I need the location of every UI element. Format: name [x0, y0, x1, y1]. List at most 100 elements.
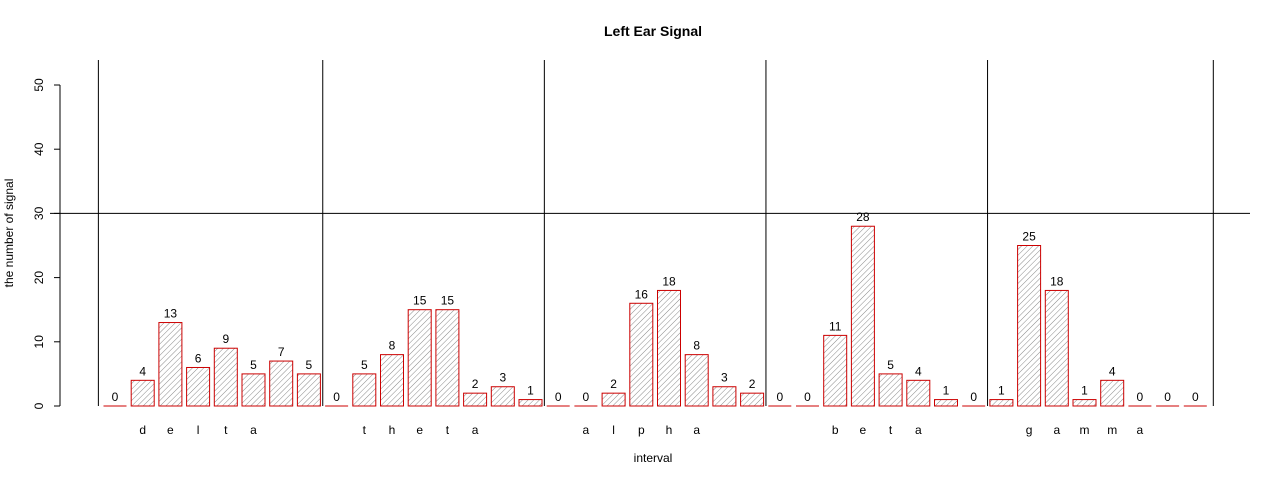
bar	[878, 373, 903, 407]
bar-value-label: 11	[829, 319, 842, 333]
bar	[684, 354, 709, 407]
y-tick-label: 50	[32, 78, 46, 92]
bar-value-label: 0	[333, 390, 340, 404]
bar	[158, 322, 183, 407]
bar-value-label: 25	[1022, 230, 1036, 244]
bar	[352, 373, 377, 407]
group-separators	[97, 60, 1214, 406]
bar	[823, 334, 848, 407]
category-letter: g	[1026, 423, 1033, 437]
bar	[740, 392, 765, 407]
category-letter: a	[693, 423, 700, 437]
bar	[435, 309, 460, 407]
bar-value-label: 2	[749, 377, 756, 391]
bar	[269, 360, 294, 407]
bar	[490, 386, 515, 407]
bar-value-label: 0	[555, 390, 562, 404]
bar	[850, 225, 875, 407]
y-tick-label: 0	[32, 402, 46, 409]
bar-value-label: 8	[389, 339, 396, 353]
category-letter: l	[612, 423, 615, 437]
category-letter: e	[860, 423, 867, 437]
bar-value-label: 3	[499, 371, 506, 385]
category-letter: h	[389, 423, 396, 437]
bar-value-label: 1	[1081, 384, 1088, 398]
bar	[130, 379, 155, 407]
category-letter: h	[666, 423, 673, 437]
y-tick-label: 30	[32, 206, 46, 220]
bar-value-label: 0	[583, 390, 590, 404]
bar-value-label: 18	[662, 274, 676, 288]
bar-value-label: 9	[222, 332, 229, 346]
bar	[601, 392, 626, 407]
category-letter: t	[889, 423, 893, 437]
y-axis-label: the number of signal	[2, 179, 16, 288]
category-letter: t	[446, 423, 450, 437]
y-tick-label: 20	[32, 271, 46, 285]
bar	[296, 373, 321, 407]
bar	[241, 373, 266, 407]
bar-value-label: 8	[693, 339, 700, 353]
bar	[712, 386, 737, 407]
bar-value-label: 28	[856, 210, 870, 224]
bar	[1044, 289, 1069, 407]
category-letter: t	[224, 423, 228, 437]
bar	[380, 354, 404, 407]
category-letter: l	[197, 423, 200, 437]
category-letter: m	[1080, 423, 1090, 437]
bar-value-label: 16	[635, 287, 649, 301]
category-letter: a	[1137, 423, 1144, 437]
y-tick-label: 40	[32, 142, 46, 156]
bar-value-label: 0	[1192, 390, 1199, 404]
bar-value-label: 5	[887, 358, 894, 372]
bar-value-label: 1	[527, 384, 534, 398]
bars	[103, 225, 1207, 407]
bar-value-label: 0	[970, 390, 977, 404]
bar	[407, 309, 432, 407]
category-letter: b	[832, 423, 839, 437]
chart-title: Left Ear Signal	[604, 23, 702, 39]
bar	[518, 399, 543, 407]
bar	[1100, 379, 1125, 407]
bar	[186, 366, 211, 407]
category-letter: a	[1053, 423, 1060, 437]
bar	[463, 392, 488, 407]
bar	[1072, 399, 1097, 407]
y-tick-label: 10	[32, 335, 46, 349]
category-letter: e	[167, 423, 174, 437]
category-letter: a	[583, 423, 590, 437]
bar-value-label: 1	[998, 384, 1005, 398]
bar-value-label: 4	[139, 364, 146, 378]
bar-value-label: 3	[721, 371, 728, 385]
bar-value-label: 6	[195, 351, 202, 365]
bar-value-label: 5	[361, 358, 368, 372]
category-letter: d	[139, 423, 146, 437]
bar-value-label: 2	[472, 377, 479, 391]
bar-value-label: 4	[915, 364, 922, 378]
bar-value-label: 0	[804, 390, 811, 404]
bar-value-label: 4	[1109, 364, 1116, 378]
bar-value-label: 15	[441, 294, 455, 308]
bar	[213, 347, 238, 407]
category-letter: a	[472, 423, 479, 437]
bar-value-label: 1	[943, 384, 950, 398]
bar-value-label: 0	[112, 390, 119, 404]
bar-value-label: 2	[610, 377, 617, 391]
bar-value-label: 13	[164, 307, 178, 321]
category-letter: t	[363, 423, 367, 437]
bar-value-label: 5	[250, 358, 257, 372]
bar	[1017, 245, 1042, 407]
bar	[989, 399, 1014, 407]
bar-value-label: 0	[1164, 390, 1171, 404]
bar-value-label: 0	[776, 390, 783, 404]
category-letter: a	[250, 423, 257, 437]
y-axis: 0 10 20 30 40 50	[32, 78, 61, 409]
bar	[629, 302, 654, 407]
category-letter: m	[1107, 423, 1117, 437]
bar-value-label: 5	[306, 358, 313, 372]
category-letter: e	[416, 423, 423, 437]
bar-value-label: 15	[413, 294, 427, 308]
